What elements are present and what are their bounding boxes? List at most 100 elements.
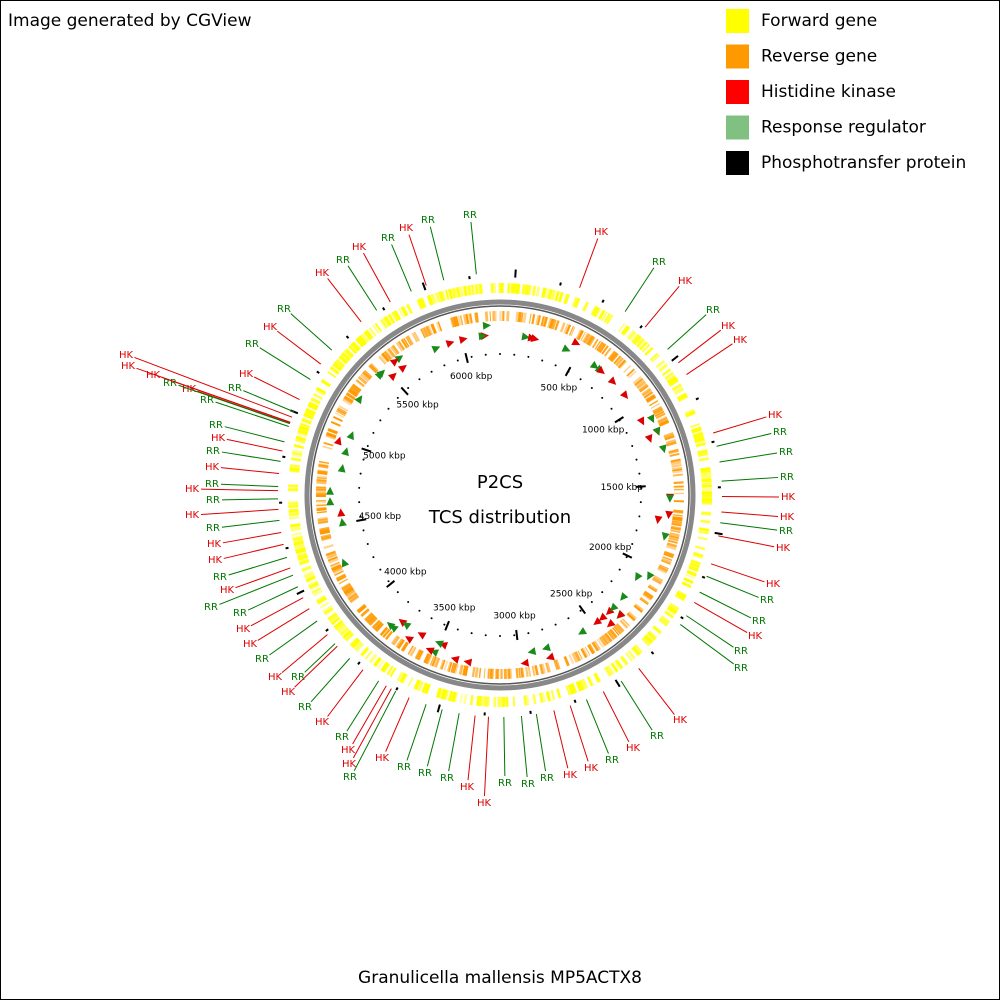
label-leader <box>503 716 506 777</box>
minor-tick <box>358 501 361 504</box>
reverse-gene <box>668 451 679 455</box>
feature-label: HK <box>236 624 251 635</box>
forward-gene <box>603 313 611 323</box>
tick-mark <box>356 518 367 522</box>
forward-gene <box>648 630 658 640</box>
minor-tick <box>579 609 582 612</box>
reverse-gene <box>406 335 414 346</box>
forward-gene <box>451 288 456 299</box>
reverse-gene <box>537 315 542 326</box>
label-leader <box>221 498 279 501</box>
tcs-marker <box>333 436 342 446</box>
reverse-gene <box>332 416 343 423</box>
forward-gene <box>341 351 352 361</box>
forward-gene <box>626 329 634 339</box>
reverse-gene <box>459 315 464 326</box>
reverse-gene <box>319 529 331 535</box>
minor-tick <box>610 407 613 410</box>
reverse-gene <box>420 327 428 339</box>
forward-gene <box>541 287 547 298</box>
forward-gene <box>301 417 312 425</box>
label-leader <box>385 697 410 752</box>
reverse-gene <box>478 667 482 678</box>
forward-gene <box>637 339 646 349</box>
forward-gene <box>693 434 704 440</box>
forward-gene <box>444 289 450 300</box>
minor-tick <box>366 542 369 545</box>
forward-gene <box>291 532 302 537</box>
reverse-gene <box>665 544 677 551</box>
reverse-gene <box>662 555 673 561</box>
label-leader <box>221 451 281 462</box>
forward-gene <box>666 607 676 616</box>
reverse-gene <box>653 407 664 415</box>
reverse-gene <box>605 632 613 642</box>
minor-tick <box>456 628 459 631</box>
label-leader <box>250 597 304 627</box>
outer-tick <box>559 282 562 286</box>
reverse-gene <box>411 332 418 343</box>
feature-label: HK <box>182 384 197 395</box>
label-leader <box>134 356 293 418</box>
forward-gene <box>297 554 308 561</box>
label-leader <box>310 658 351 703</box>
forward-gene <box>477 695 482 707</box>
reverse-gene <box>317 469 328 474</box>
forward-gene <box>638 341 648 350</box>
reverse-gene <box>613 355 621 364</box>
reverse-gene <box>518 667 521 678</box>
forward-gene <box>298 556 309 563</box>
feature-label: HK <box>584 763 599 774</box>
forward-gene <box>476 695 480 706</box>
reverse-gene <box>325 434 336 440</box>
label-leader <box>363 252 391 303</box>
forward-gene <box>424 683 431 694</box>
forward-gene <box>290 527 302 532</box>
forward-gene <box>593 307 602 318</box>
reverse-gene <box>599 635 608 646</box>
tick-mark <box>635 485 646 488</box>
reverse-gene <box>422 327 429 338</box>
forward-gene <box>331 617 341 625</box>
forward-gene <box>295 435 307 442</box>
forward-gene <box>297 555 308 561</box>
tick-label: 3000 kbp <box>493 612 536 622</box>
reverse-gene <box>395 342 403 352</box>
reverse-gene <box>416 649 422 660</box>
reverse-gene <box>350 386 360 395</box>
reverse-gene <box>673 481 684 485</box>
tcs-marker <box>658 444 667 454</box>
reverse-gene <box>316 507 327 512</box>
reverse-gene <box>334 570 344 577</box>
forward-gene <box>368 653 378 664</box>
forward-gene <box>476 284 481 295</box>
forward-gene <box>290 523 301 528</box>
forward-gene <box>532 285 537 297</box>
forward-gene <box>550 289 557 301</box>
forward-gene <box>666 374 677 383</box>
reverse-gene <box>618 360 627 370</box>
reverse-gene <box>349 387 359 395</box>
reverse-gene <box>609 351 617 361</box>
forward-gene <box>701 512 712 516</box>
label-leader <box>223 543 284 559</box>
forward-gene <box>443 689 450 701</box>
reverse-gene <box>586 335 593 345</box>
tcs-marker <box>665 510 674 520</box>
feature-label: HK <box>315 717 330 728</box>
reverse-gene <box>474 312 478 323</box>
reverse-gene <box>647 585 658 593</box>
tick-mark <box>444 620 450 631</box>
forward-gene <box>379 319 388 329</box>
outer-tick <box>395 687 399 691</box>
forward-gene <box>294 438 306 444</box>
tick-mark <box>578 604 587 615</box>
tick-label: 5000 kbp <box>363 452 406 462</box>
reverse-gene <box>423 653 430 664</box>
forward-gene <box>604 666 612 677</box>
forward-gene <box>692 431 703 436</box>
forward-gene <box>291 452 303 458</box>
legend-label: Phosphotransfer protein <box>761 153 966 173</box>
tcs-marker <box>374 371 384 380</box>
reverse-gene <box>350 385 360 394</box>
